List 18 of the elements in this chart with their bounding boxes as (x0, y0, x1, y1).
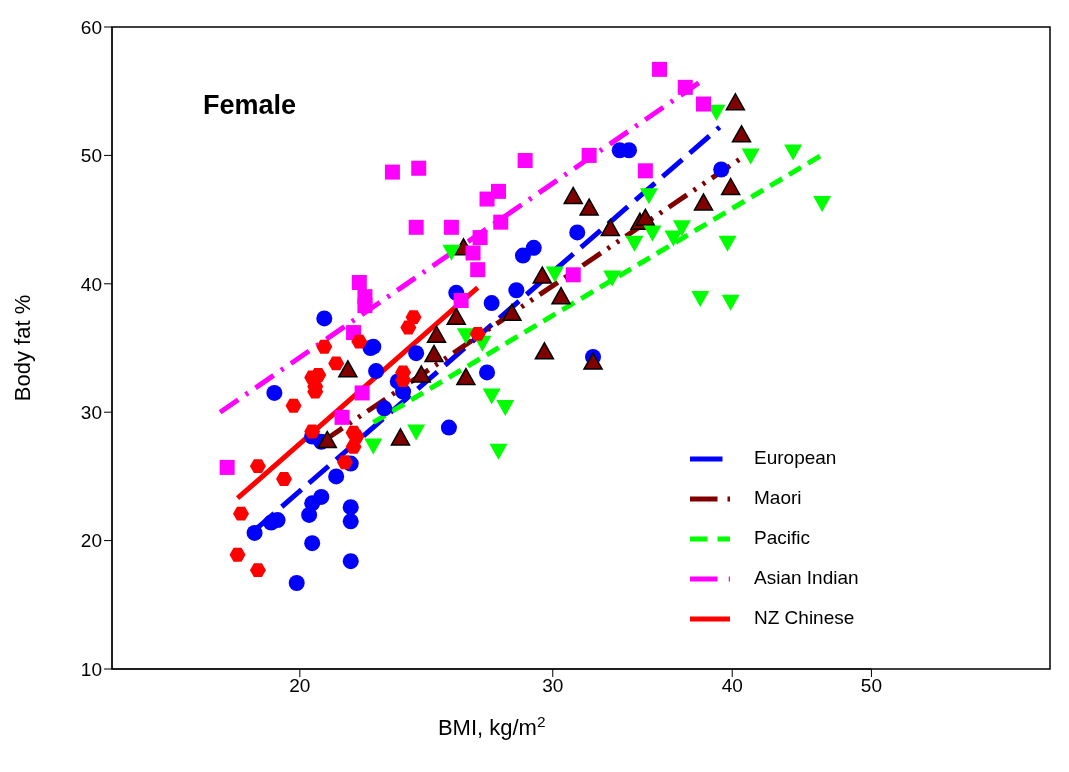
x-axis-title: BMI, kg/m$^{2}$ (437, 712, 546, 740)
x-tick-label: 30 (542, 675, 564, 697)
legend-label: NZ Chinese (754, 607, 855, 629)
y-tick-label: 40 (80, 273, 102, 295)
annotation: Female (203, 90, 297, 121)
y-tick-label: 50 (80, 145, 102, 167)
y-tick-label: 60 (80, 16, 102, 38)
x-tick-label: 40 (721, 675, 743, 697)
legend-label: Asian Indian (754, 567, 859, 589)
y-tick-label: 30 (80, 401, 102, 423)
y-tick-label: 20 (80, 530, 102, 552)
y-axis-title: Body fat % (10, 294, 35, 402)
x-tick-label: 20 (289, 675, 311, 697)
x-tick-label: 50 (860, 675, 882, 697)
legend-label: Maori (754, 487, 802, 509)
legend-label: European (754, 447, 837, 469)
y-tick-label: 10 (80, 658, 102, 680)
legend-label: Pacific (754, 527, 810, 549)
